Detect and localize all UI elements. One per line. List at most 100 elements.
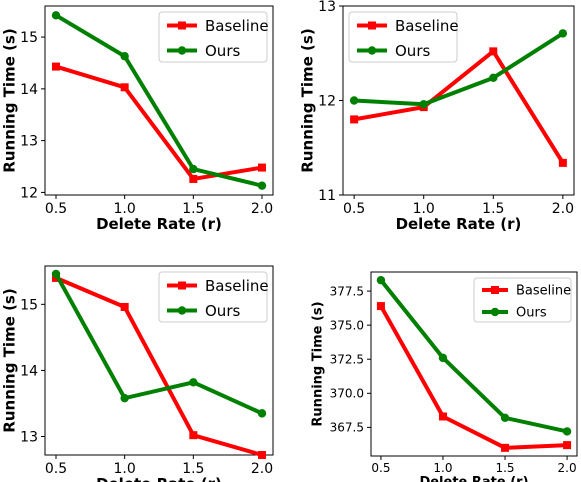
x-tick-label: 1.0 xyxy=(413,201,435,217)
x-axis-label: Delete Rate (r) xyxy=(96,215,222,233)
data-point xyxy=(120,83,129,92)
data-point xyxy=(257,409,267,418)
y-axis-label: Running Time (s) xyxy=(0,288,18,432)
data-point xyxy=(489,73,498,83)
data-point xyxy=(489,47,498,56)
data-point xyxy=(349,96,359,105)
axes-frame xyxy=(44,265,274,456)
x-tick-label: 2.0 xyxy=(251,461,273,477)
data-point xyxy=(120,393,129,403)
data-point xyxy=(257,181,267,190)
series-line-baseline xyxy=(379,305,568,450)
legend-label: Baseline xyxy=(516,284,571,299)
data-point xyxy=(419,100,428,109)
x-tick-label: 1.5 xyxy=(182,461,204,477)
data-point xyxy=(189,164,198,174)
legend-swatch-marker xyxy=(491,286,499,294)
x-tick-label: 2.0 xyxy=(251,201,273,217)
x-axis-label: Delete Rate (r) xyxy=(396,215,522,233)
data-point xyxy=(562,427,572,436)
data-point xyxy=(189,431,198,440)
data-point xyxy=(438,412,447,421)
legend-label: Ours xyxy=(395,42,430,60)
x-tick-label: 2.0 xyxy=(558,461,577,475)
y-axis-label: Running Time (s) xyxy=(298,28,316,172)
x-tick-label: 0.5 xyxy=(45,461,67,477)
x-tick-label: 1.0 xyxy=(433,461,452,475)
legend: Baseline Ours xyxy=(158,11,269,63)
data-point xyxy=(501,443,510,452)
x-tick-label: 1.0 xyxy=(114,461,136,477)
y-tick-label: 12 xyxy=(318,94,336,110)
data-point xyxy=(558,29,568,38)
y-tick-label: 11 xyxy=(318,188,336,204)
data-point xyxy=(438,353,448,363)
x-axis-label: Delete Rate (r) xyxy=(419,475,528,482)
y-tick-label: 377.5 xyxy=(330,284,364,298)
data-point xyxy=(258,163,267,172)
series-line-ours xyxy=(354,31,564,107)
y-axis-label: Running Time (s) xyxy=(310,301,325,426)
data-point xyxy=(376,275,386,285)
x-tick-label: 1.5 xyxy=(482,201,504,217)
y-tick-label: 13 xyxy=(20,134,38,150)
x-tick-label: 0.5 xyxy=(343,201,365,217)
y-tick-label: 15 xyxy=(20,297,38,313)
x-tick-label: 0.5 xyxy=(45,201,67,217)
y-tick-label: 13 xyxy=(20,430,38,446)
series-line-ours xyxy=(54,13,263,188)
y-tick-label: 13 xyxy=(318,0,336,15)
legend: Baseline Ours xyxy=(348,11,459,63)
legend: Baseline Ours xyxy=(473,277,572,323)
chart-panel-4: 0.5 1.0 1.5 2.0 367.5 370.0 372.5 375.0 377.5 Del… xyxy=(310,271,578,482)
series-line-baseline xyxy=(55,64,263,181)
y-tick-label: 375.0 xyxy=(330,318,364,332)
legend-swatch-marker xyxy=(490,307,500,317)
data-point xyxy=(258,451,267,459)
chart-panel-2: 0.5 1.0 1.5 2.0 11 12 13 Delete Rate (r) Running… xyxy=(298,0,575,233)
y-tick-label: 14 xyxy=(20,363,38,379)
legend-label: Baseline xyxy=(395,17,459,35)
legend-swatch-marker xyxy=(177,306,187,315)
legend-label: Ours xyxy=(516,306,547,321)
legend-swatch-marker xyxy=(178,21,186,30)
data-point xyxy=(51,269,61,279)
x-axis-label: Delete Rate (r) xyxy=(96,475,222,482)
legend-label: Baseline xyxy=(205,277,269,295)
legend-swatch-marker xyxy=(368,21,376,30)
x-tick-label: 1.5 xyxy=(182,201,204,217)
y-tick-label: 12 xyxy=(20,185,38,201)
x-tick-label: 0.5 xyxy=(371,461,390,475)
data-point xyxy=(189,174,198,183)
x-tick-label: 1.0 xyxy=(114,201,136,217)
legend: Baseline Ours xyxy=(158,271,269,323)
x-tick-label: 1.5 xyxy=(495,461,514,475)
series-line-ours xyxy=(54,272,263,416)
y-tick-label: 372.5 xyxy=(330,353,364,367)
data-point xyxy=(189,378,198,387)
data-point xyxy=(120,302,129,311)
axes-frame xyxy=(44,5,274,196)
y-tick-label: 370.0 xyxy=(330,387,364,401)
series-line-ours xyxy=(379,278,568,434)
legend-label: Ours xyxy=(205,42,240,60)
data-point xyxy=(558,158,567,167)
data-point xyxy=(500,413,510,423)
data-point xyxy=(376,302,385,311)
y-axis-label: Running Time (s) xyxy=(0,28,18,172)
legend-swatch-marker xyxy=(367,46,377,55)
legend-swatch-marker xyxy=(177,46,187,55)
series-line-baseline xyxy=(353,49,565,164)
axes-frame xyxy=(370,271,578,457)
data-point xyxy=(563,441,572,450)
data-point xyxy=(350,115,359,124)
chart-panel-3: 0.5 1.0 1.5 2.0 13 14 15 Delete Rate (r) Running… xyxy=(0,265,274,482)
legend-label: Ours xyxy=(205,302,240,320)
legend-label: Baseline xyxy=(205,17,269,35)
legend-swatch-marker xyxy=(178,281,186,290)
data-point xyxy=(51,11,61,20)
data-point xyxy=(51,62,60,71)
x-tick-label: 2.0 xyxy=(552,201,574,217)
chart-panel-1: 0.5 1.0 1.5 2.0 12 13 14 15 Delete Rate (r) Runni… xyxy=(0,5,274,233)
